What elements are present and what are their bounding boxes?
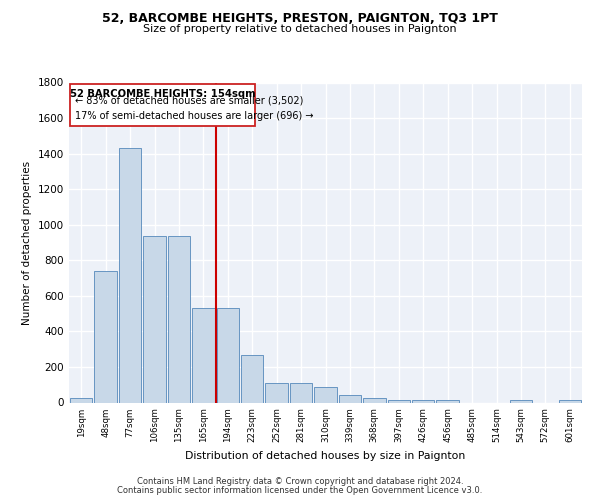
Bar (388, 400, 410, 402)
Bar (94, 271, 117, 402)
Bar (338, 396, 361, 402)
Bar (192, 308, 215, 402)
X-axis label: Distribution of detached houses by size in Paignton: Distribution of detached houses by size … (185, 450, 466, 460)
Text: Contains public sector information licensed under the Open Government Licence v3: Contains public sector information licen… (118, 486, 482, 495)
Bar (412, 400, 434, 402)
Y-axis label: Number of detached properties: Number of detached properties (22, 160, 32, 324)
Text: Size of property relative to detached houses in Paignton: Size of property relative to detached ho… (143, 24, 457, 34)
Bar (290, 383, 313, 402)
Bar (70, 398, 92, 402)
Bar (363, 398, 386, 402)
Bar (217, 308, 239, 402)
Text: ← 83% of detached houses are smaller (3,502): ← 83% of detached houses are smaller (3,… (75, 96, 304, 106)
Text: 52, BARCOMBE HEIGHTS, PRESTON, PAIGNTON, TQ3 1PT: 52, BARCOMBE HEIGHTS, PRESTON, PAIGNTON,… (102, 12, 498, 26)
Bar (241, 356, 263, 403)
Text: 52 BARCOMBE HEIGHTS: 154sqm: 52 BARCOMBE HEIGHTS: 154sqm (70, 88, 255, 99)
Text: Contains HM Land Registry data © Crown copyright and database right 2024.: Contains HM Land Registry data © Crown c… (137, 477, 463, 486)
Bar (167, 236, 190, 402)
Bar (119, 148, 142, 402)
Bar (509, 400, 532, 402)
Bar (265, 383, 288, 402)
Bar (143, 236, 166, 402)
Bar (559, 400, 581, 402)
Bar (436, 400, 459, 402)
Text: 17% of semi-detached houses are larger (696) →: 17% of semi-detached houses are larger (… (75, 112, 314, 122)
Bar (314, 386, 337, 402)
Bar (70, 84, 254, 126)
